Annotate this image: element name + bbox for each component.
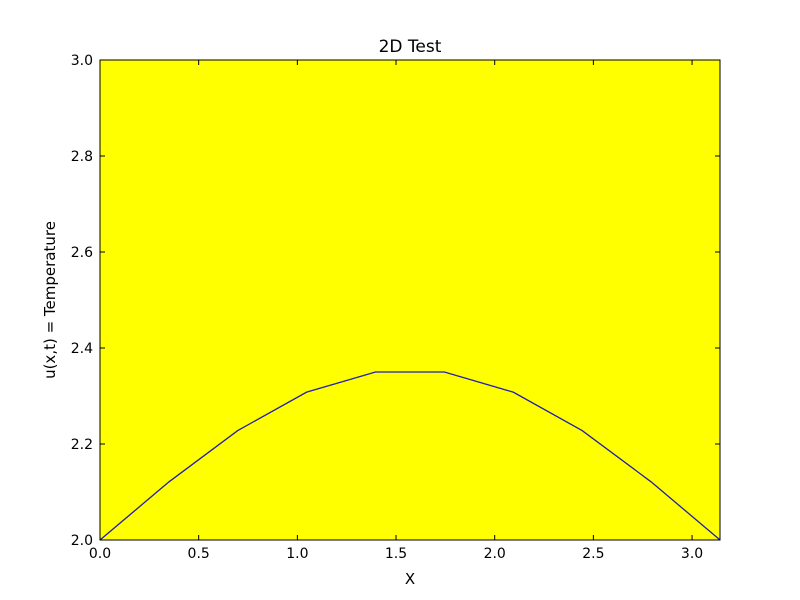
y-axis-label: u(x,t) = Temperature [41,221,59,379]
x-tick-label-2: 1.0 [286,546,308,562]
y-tick-label-4: 2.8 [71,149,93,165]
y-tick-label-0: 2.0 [71,533,93,549]
x-tick-label-0: 0.0 [89,546,111,562]
x-tick-label-4: 2.0 [484,546,506,562]
data-layer [99,371,721,541]
x-tick-label-3: 1.5 [385,546,407,562]
x-tick-label-1: 0.5 [188,546,210,562]
series-line-0 [99,371,721,541]
x-tick-label-6: 3.0 [681,546,703,562]
plot-background [100,60,720,540]
plot-frame [99,59,721,541]
y-tick-label-2: 2.4 [71,341,93,357]
x-tick-label-5: 2.5 [582,546,604,562]
y-tick-label-3: 2.6 [71,245,93,261]
chart-title: 2D Test [379,37,442,57]
x-axis-label: X [405,570,415,588]
ticks-layer: 0.0 0.5 1.0 1.5 2.0 2.5 3.0 2.0 2.2 2.4 2.6 2.8 3.0 [71,53,720,562]
y-tick-label-1: 2.2 [71,437,93,453]
y-tick-label-5: 3.0 [71,53,93,69]
